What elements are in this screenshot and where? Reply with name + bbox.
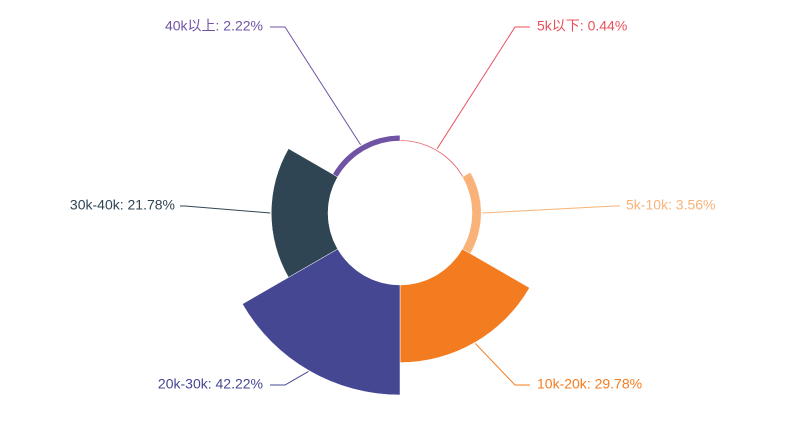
slice-label-5k-10k: 5k-10k: 3.56% xyxy=(626,197,716,213)
slice-labels: 5k以下: 0.44% 5k-10k: 3.56% 10k-20k: 29.78% 2… xyxy=(70,18,716,392)
rose-slices xyxy=(242,134,530,396)
leader-line-40k以上 xyxy=(270,26,362,146)
leader-line-30k-40k xyxy=(180,205,271,214)
slice-20k-30k[interactable] xyxy=(242,248,401,396)
slice-10k-20k[interactable] xyxy=(399,248,530,363)
leader-line-5k以下 xyxy=(436,26,530,150)
slice-5k-10k[interactable] xyxy=(462,172,482,254)
slice-label-10k-20k: 10k-20k: 29.78% xyxy=(537,376,642,392)
slice-30k-40k[interactable] xyxy=(271,148,338,278)
slice-label-30k-40k: 30k-40k: 21.78% xyxy=(70,197,175,213)
leader-line-20k-30k xyxy=(270,371,309,386)
slice-5k以下[interactable] xyxy=(399,139,464,178)
leader-line-5k-10k xyxy=(482,205,620,214)
slice-40k以上[interactable] xyxy=(332,134,401,178)
slice-label-5k以下: 5k以下: 0.44% xyxy=(537,18,627,34)
leader-line-10k-20k xyxy=(474,343,530,386)
slice-label-20k-30k: 20k-30k: 42.22% xyxy=(158,376,263,392)
leader-lines xyxy=(180,26,620,386)
slice-label-40k以上: 40k以上: 2.22% xyxy=(165,18,263,34)
